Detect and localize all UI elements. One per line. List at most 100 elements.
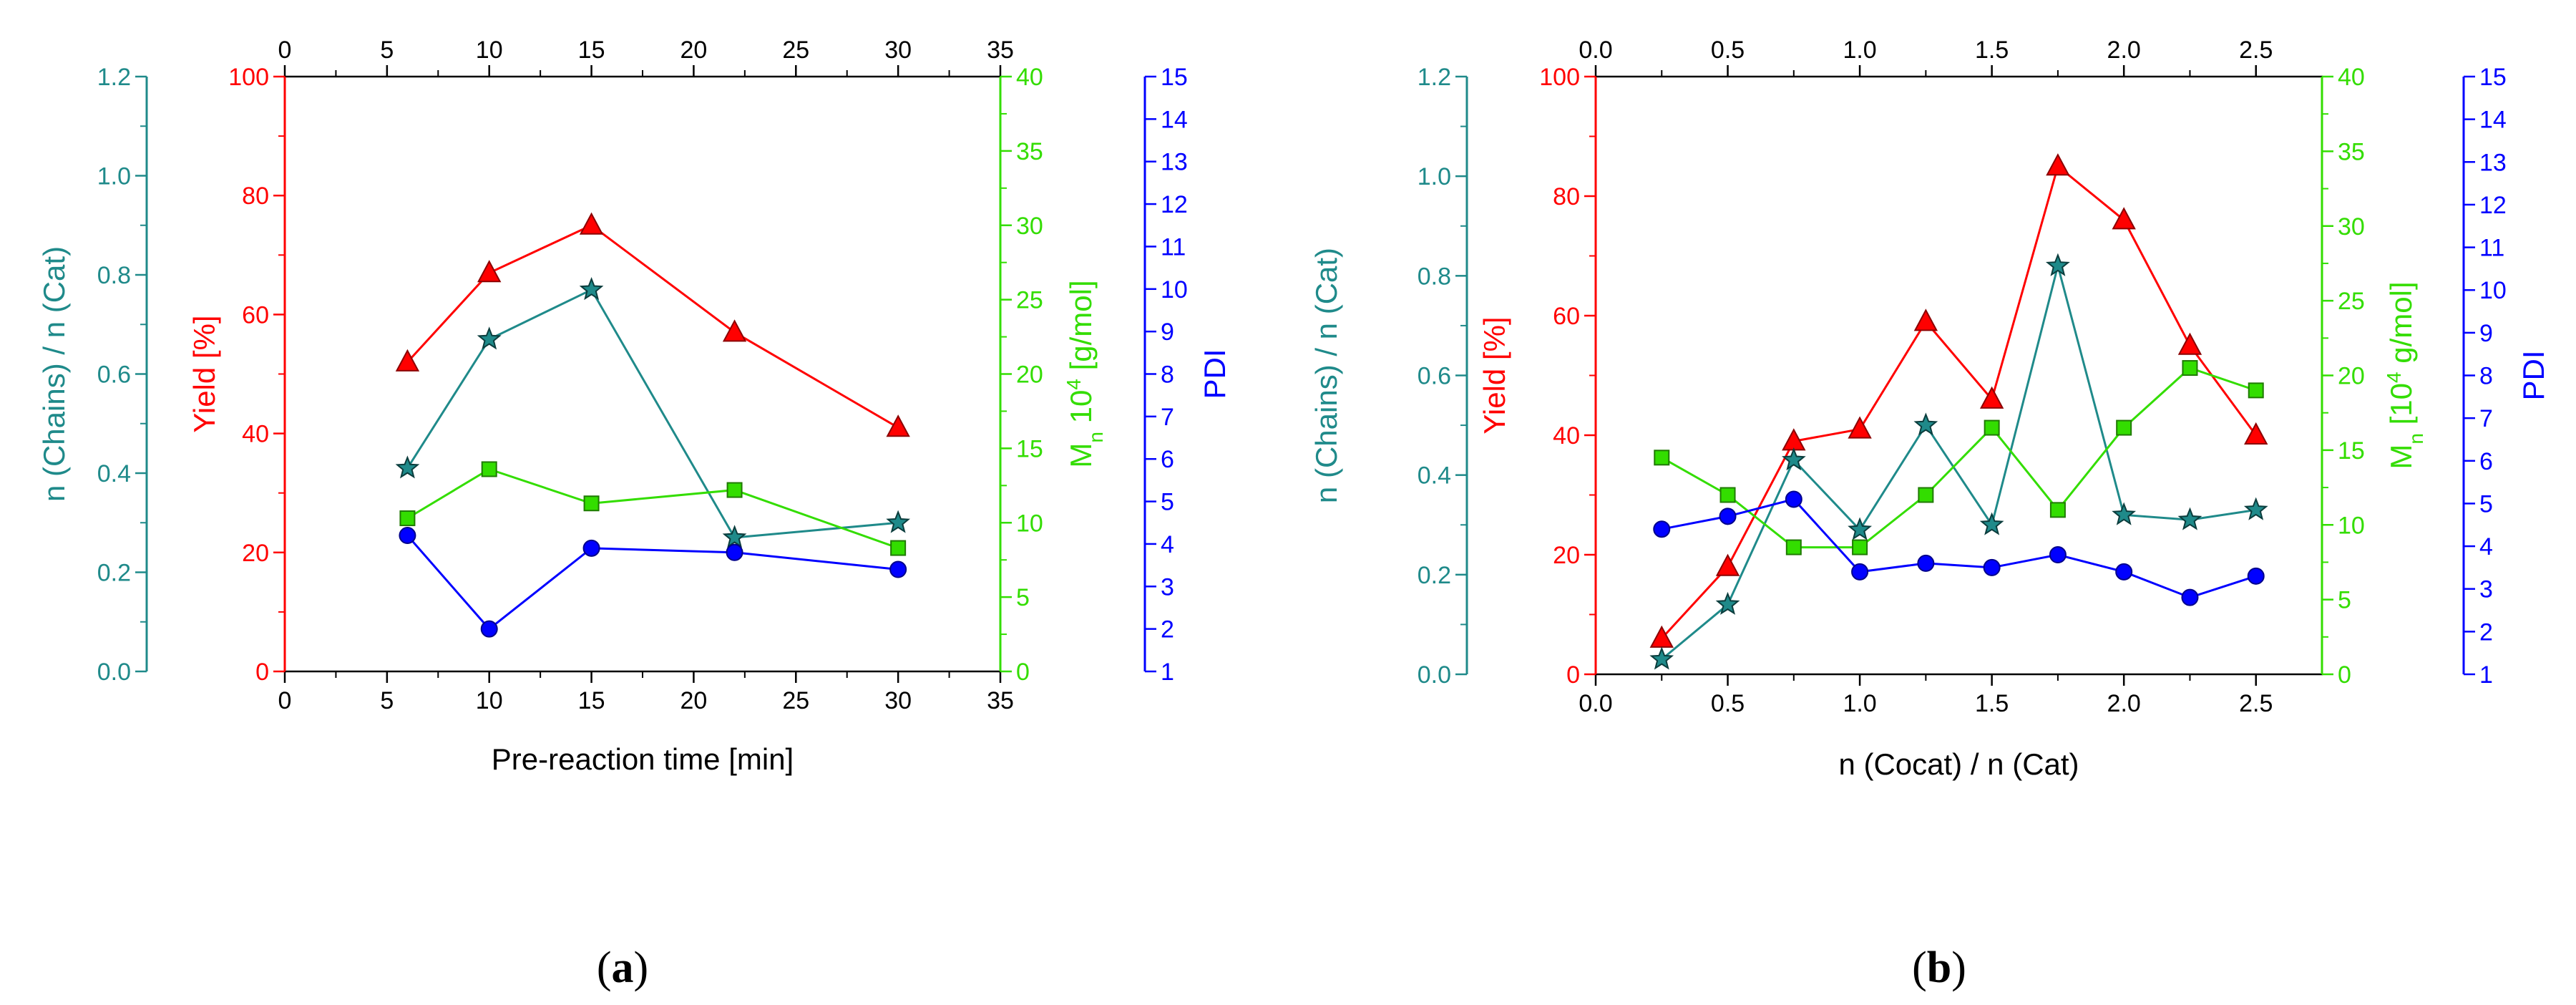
panel-a: 0055101015152020252530303535Pre-reaction… (37, 37, 1231, 992)
panel-a-blue-axis-title: PDI (1198, 349, 1231, 399)
panel-b-series-pdi-point (2247, 567, 2265, 585)
panel-b-series-n-chains-n-cat-point (1782, 447, 1806, 471)
panel-a-plot-frame (283, 75, 1002, 673)
panel-a-green-tick-label: 30 (1016, 213, 1043, 240)
panel-a-series-pdi-point (582, 539, 600, 557)
panel-b-series-yield-point (2244, 422, 2268, 445)
panel-b-series-mn-point (1918, 487, 1934, 503)
panel-b-x-tick-label: 1.5 (1975, 690, 2009, 717)
panel-b-green-tick-label: 20 (2338, 363, 2365, 390)
panel-a-series-n-chains-n-cat-point (477, 326, 502, 350)
panel-a-red-tick-label: 100 (228, 64, 269, 91)
panel-b-green-tick-label: 0 (2338, 661, 2351, 689)
panel-a-series-mn-point (726, 482, 743, 498)
panel-b-blue-tick-label: 7 (2479, 405, 2493, 432)
panel-b-teal-axis-title: n (Chains) / n (Cat) (1309, 248, 1343, 503)
panel-b-red-tick-label: 100 (1539, 64, 1580, 91)
panel-b-series-yield-point (1848, 416, 1872, 439)
panel-b-blue-axis-title: PDI (2517, 350, 2550, 400)
panel-b-series-yield-line (1661, 164, 2257, 639)
panel-b-red-axis-title: Yield [%] (1478, 316, 1511, 434)
panel-b-series-n-chains-n-cat-point (1979, 512, 2004, 535)
panel-a-blue-tick-label: 3 (1161, 573, 1174, 601)
panel-b-series-n-chains-n-cat-point (2177, 507, 2202, 530)
panel-a-red-axis-title: Yield [%] (187, 315, 221, 432)
panel-b-blue-tick-label: 6 (2479, 448, 2493, 475)
panel-b-series-mn-point (1719, 487, 1736, 503)
panel-b-blue-tick-label: 9 (2479, 320, 2493, 347)
panel-b-green-tick-label: 35 (2338, 138, 2365, 165)
panel-b-green-tick-label: 40 (2338, 64, 2365, 91)
panel-b-blue-tick-label: 3 (2479, 576, 2493, 603)
panel-a-blue-tick-label: 2 (1161, 616, 1174, 644)
panel-b-blue-tick-label: 11 (2479, 235, 2504, 262)
panel-b-top-x-tick-label: 0.5 (1711, 37, 1745, 64)
panel-b-green-tick-label: 5 (2338, 587, 2351, 614)
panel-a-x-tick-label: 20 (680, 687, 708, 714)
panel-a-red-tick-label: 20 (242, 540, 269, 567)
panel-a-x-tick-label: 15 (578, 687, 605, 714)
panel-b-series-mn-point (1785, 539, 1802, 555)
panel-a-green-tick-label: 35 (1016, 138, 1043, 165)
panel-b-series-yield-point (1979, 386, 2004, 409)
panel-a-series-pdi-point (399, 527, 416, 545)
panel-b-series-pdi-point (1785, 490, 1802, 508)
panel-a-red-tick-label: 60 (242, 301, 269, 329)
panel-b-series-n-chains-n-cat-point (1649, 646, 1674, 670)
panel-a-teal-tick-label: 0.8 (97, 262, 131, 289)
panel-a-red-tick-label: 80 (242, 183, 269, 210)
panel-a-x-tick-label: 10 (476, 687, 503, 714)
panel-a-top-x-tick-label: 0 (278, 37, 292, 64)
panel-b-series-pdi-point (1851, 563, 1869, 581)
panel-b-blue-tick-label: 13 (2479, 149, 2507, 176)
panel-b-series-yield-point (1913, 309, 1938, 331)
panel-b-teal-tick-label: 0.4 (1418, 462, 1451, 490)
panel-b-blue-tick-label: 5 (2479, 490, 2493, 518)
panel-a-top-x-tick-label: 20 (680, 37, 708, 64)
panel-a-green-tick-label: 15 (1016, 435, 1043, 462)
panel-a-blue-tick-label: 6 (1161, 446, 1174, 473)
panel-b-red-tick-label: 40 (1553, 422, 1580, 450)
panel-b-top-x-tick-label: 2.0 (2107, 37, 2141, 64)
panel-a-blue-tick-label: 15 (1161, 64, 1188, 91)
panel-b-x-tick-label: 0.0 (1579, 690, 1612, 717)
panel-a-red-tick-label: 40 (242, 421, 269, 448)
panel-a-series-mn-point (890, 540, 907, 556)
panel-b-x-tick-label: 0.5 (1711, 690, 1745, 717)
panel-b-x-tick-label: 2.0 (2107, 690, 2141, 717)
panel-b-series-n-chains-n-cat-point (2045, 253, 2070, 276)
panel-b-green-tick-label: 25 (2338, 288, 2365, 315)
panel-b-series-yield-point (2046, 153, 2070, 176)
panel-b-series-mn-point (2182, 360, 2198, 377)
panel-b-blue-tick-label: 10 (2479, 277, 2507, 304)
panel-a-green-tick-label: 5 (1016, 584, 1030, 611)
panel-a-green-tick-label: 20 (1016, 361, 1043, 389)
panel-a-green-tick-label: 40 (1016, 64, 1043, 91)
panel-a-blue-tick-label: 1 (1161, 659, 1174, 686)
panel-a-teal-tick-label: 1.2 (97, 64, 131, 91)
panel-a-teal-tick-label: 0.2 (97, 560, 131, 587)
panel-b-blue-tick-label: 1 (2479, 661, 2493, 689)
panel-b-series-mn-point (2049, 502, 2066, 518)
panel-a-blue-tick-label: 11 (1161, 233, 1186, 261)
panel-a-series-n-chains-n-cat-point (579, 277, 604, 301)
panel-a-green-axis-title: Mn 104 [g/mol] (1063, 280, 1107, 467)
panel-b-top-x-tick-label: 2.5 (2239, 37, 2273, 64)
panel-b-teal-tick-label: 1.0 (1418, 163, 1451, 190)
panel-b-x-tick-label: 1.0 (1843, 690, 1876, 717)
panel-a-series-pdi-point (480, 620, 498, 638)
panel-b-series-yield-point (2112, 207, 2136, 230)
panel-a-x-tick-label: 25 (782, 687, 809, 714)
panel-b-blue-tick-label: 2 (2479, 618, 2493, 646)
panel-a-x-tick-label: 35 (987, 687, 1014, 714)
panel-b-blue-tick-label: 15 (2479, 64, 2507, 91)
panel-b-series-pdi-point (1917, 554, 1935, 572)
panel-a-green-tick-label: 25 (1016, 287, 1043, 314)
panel-a-teal-tick-label: 0.4 (97, 460, 131, 487)
panel-b-series-mn-point (1984, 419, 2000, 436)
panel-a-red-tick-label: 0 (255, 659, 269, 686)
panel-a-top-x-tick-label: 5 (380, 37, 394, 64)
panel-a-blue-tick-label: 4 (1161, 531, 1174, 558)
panel-b-red-tick-label: 60 (1553, 303, 1580, 330)
